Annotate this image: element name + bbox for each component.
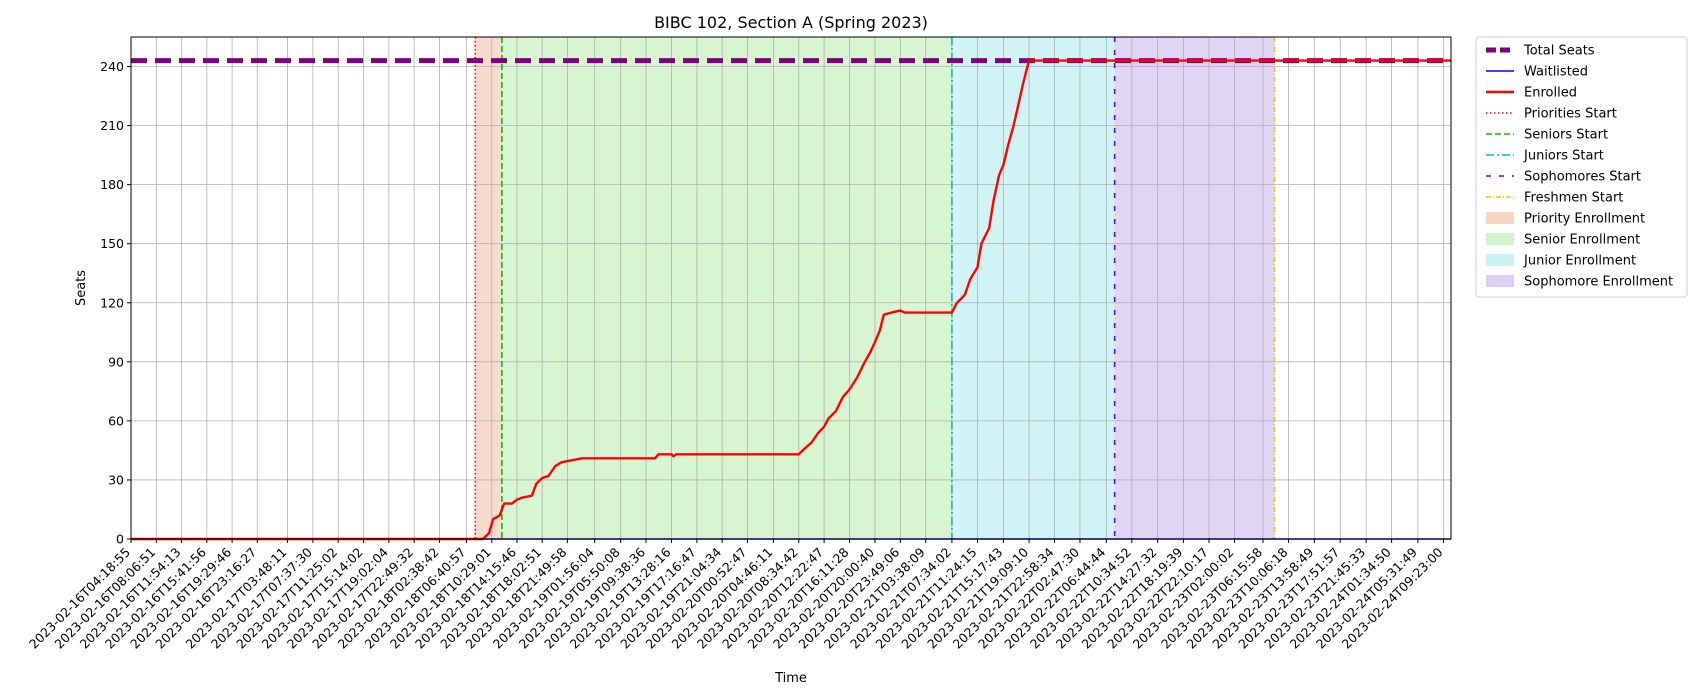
legend-label: Junior Enrollment	[1523, 254, 1636, 269]
y-tick-label: 0	[116, 532, 124, 547]
y-tick-label: 60	[108, 413, 124, 428]
x-axis-ticks: 2023-02-16T04:18:552023-02-16T08:06:5120…	[26, 539, 1446, 652]
enrollment-regions	[475, 37, 1275, 539]
legend-label: Senior Enrollment	[1524, 233, 1640, 248]
legend-label: Seniors Start	[1524, 128, 1608, 143]
region-2	[951, 37, 1115, 539]
y-tick-label: 150	[100, 236, 124, 251]
legend-swatch	[1486, 254, 1514, 266]
plot-frame	[130, 36, 1452, 540]
legend-label: Priorities Start	[1524, 107, 1617, 122]
x-axis-label: Time	[774, 671, 807, 686]
legend-label: Sophomore Enrollment	[1524, 275, 1673, 290]
legend-swatch	[1486, 233, 1514, 245]
y-tick-label: 180	[100, 177, 124, 192]
legend-box	[1475, 36, 1688, 298]
legend-label: Freshmen Start	[1524, 191, 1623, 206]
y-tick-label: 90	[108, 354, 124, 369]
phase-markers	[474, 37, 1276, 539]
series-line-2	[131, 59, 1451, 541]
legend-swatch	[1486, 275, 1514, 287]
legend-label: Enrolled	[1524, 86, 1577, 101]
y-tick-label: 240	[100, 59, 124, 74]
region-3	[1114, 37, 1275, 539]
legend-label: Juniors Start	[1523, 149, 1604, 164]
y-axis-ticks: 0 30 60 90 120 150 180 210 240	[100, 59, 131, 547]
y-tick-label: 30	[108, 472, 124, 487]
legend-swatch	[1486, 212, 1514, 224]
chart-title: BIBC 102, Section A (Spring 2023)	[654, 13, 928, 32]
legend-label: Sophomores Start	[1524, 170, 1641, 185]
y-tick-label: 120	[100, 295, 124, 310]
region-0	[475, 37, 502, 539]
y-axis-label: Seats	[74, 270, 89, 306]
region-1	[501, 37, 952, 539]
legend-label: Priority Enrollment	[1524, 212, 1645, 227]
legend-label: Waitlisted	[1524, 65, 1588, 80]
legend: Total Seats Waitlisted Enrolled Priorities …	[1475, 36, 1688, 298]
y-tick-label: 210	[100, 118, 124, 133]
legend-label: Total Seats	[1523, 44, 1595, 59]
